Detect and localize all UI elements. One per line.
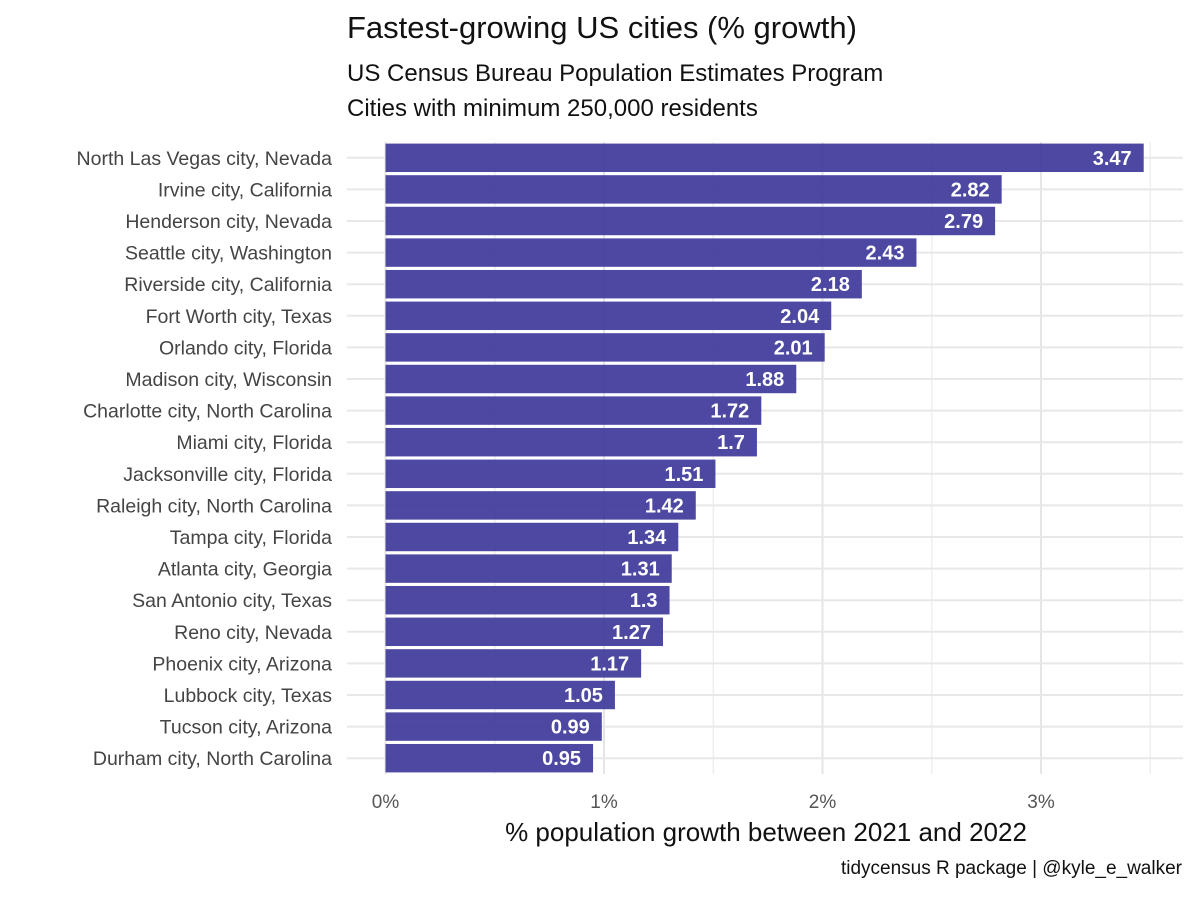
y-tick-labels: North Las Vegas city, Nevada Irvine city,… [77, 148, 333, 770]
bar [385, 680, 615, 710]
bar [385, 427, 757, 457]
y-tick-label: Seattle city, Washington [125, 243, 332, 265]
bar [385, 491, 696, 520]
chart-caption: tidycensus R package | @kyle_e_walker [840, 858, 1182, 879]
bar [385, 712, 602, 741]
bar-value-label: 2.04 [780, 306, 820, 328]
y-tick-label: San Antonio city, Texas [132, 590, 332, 612]
bar-value-label: 1.05 [564, 685, 603, 707]
bar [385, 269, 862, 299]
bar [385, 554, 672, 583]
bar-value-label: 2.82 [951, 179, 990, 201]
chart-title: Fastest-growing US cities (% growth) [347, 10, 857, 45]
bar-value-label: 2.43 [866, 243, 905, 265]
y-tick-label: Reno city, Nevada [174, 622, 332, 644]
y-tick-label: Fort Worth city, Texas [146, 306, 333, 328]
x-axis-title: % population growth between 2021 and 202… [505, 817, 1027, 847]
bar-value-label: 1.51 [664, 464, 703, 486]
bar-value-label: 1.27 [612, 622, 651, 644]
bar [385, 459, 716, 489]
bar [385, 238, 917, 267]
grid-major [347, 142, 1183, 774]
chart-subtitle-line-2: Cities with minimum 250,000 residents [347, 95, 758, 122]
y-tick-label: Durham city, North Carolina [93, 748, 332, 770]
x-tick-label: 2% [809, 792, 837, 813]
y-tick-label: Tucson city, Arizona [160, 717, 332, 739]
bar-value-label: 2.18 [811, 274, 850, 296]
y-tick-label: Charlotte city, North Carolina [83, 401, 332, 423]
y-tick-label: Madison city, Wisconsin [125, 369, 332, 391]
y-tick-label: Miami city, Florida [176, 432, 332, 454]
bar-value-label: 1.88 [745, 369, 784, 391]
y-tick-label: Riverside city, California [124, 274, 332, 296]
y-tick-label: Jacksonville city, Florida [123, 464, 332, 486]
bar-value-label: 1.72 [710, 401, 749, 423]
bar-value-label: 3.47 [1093, 148, 1132, 170]
bar [385, 522, 679, 552]
bar [385, 143, 1144, 173]
bar-value-label: 1.42 [645, 495, 684, 517]
bar-value-label: 1.31 [621, 559, 660, 581]
y-tick-label: Irvine city, California [158, 179, 332, 201]
bars [385, 143, 1144, 773]
x-tick-labels: 0% 1% 2% 3% [372, 792, 1055, 813]
bar [385, 649, 642, 678]
value-labels: 3.47 2.82 2.79 2.43 2.18 2.04 2.01 1.88 1.72 1.7 1… [542, 148, 1132, 770]
bar-value-label: 1.17 [590, 653, 629, 675]
y-tick-label: Orlando city, Florida [159, 337, 332, 359]
y-tick-label: Phoenix city, Arizona [152, 653, 332, 675]
x-tick-label: 1% [590, 792, 618, 813]
y-tick-label: Raleigh city, North Carolina [96, 495, 332, 517]
bar [385, 617, 663, 647]
y-tick-label: Henderson city, Nevada [125, 211, 332, 233]
bar [385, 364, 797, 394]
bar [385, 206, 996, 236]
y-tick-label: Tampa city, Florida [170, 527, 332, 549]
y-tick-label: Atlanta city, Georgia [158, 559, 332, 581]
bar-value-label: 1.7 [717, 432, 745, 454]
bar [385, 396, 762, 425]
bar [385, 175, 1002, 204]
bar [385, 743, 594, 773]
bar-value-label: 1.34 [627, 527, 667, 549]
bar [385, 301, 832, 331]
x-tick-label: 3% [1027, 792, 1055, 813]
bar [385, 585, 670, 615]
bar-value-label: 0.95 [542, 748, 581, 770]
bar-value-label: 0.99 [551, 717, 590, 739]
y-tick-label: Lubbock city, Texas [164, 685, 333, 707]
bar-value-label: 2.79 [944, 211, 983, 233]
y-tick-label: North Las Vegas city, Nevada [77, 148, 333, 170]
x-tick-label: 0% [372, 792, 400, 813]
bar-value-label: 1.3 [630, 590, 658, 612]
bar [385, 333, 825, 362]
bar-value-label: 2.01 [774, 337, 813, 359]
chart-subtitle-line-1: US Census Bureau Population Estimates Pr… [347, 60, 884, 87]
